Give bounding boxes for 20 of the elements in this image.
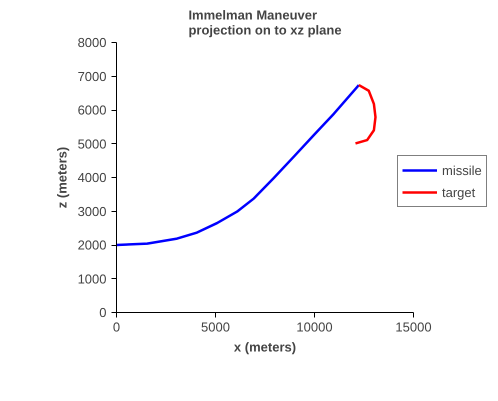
y-tick-label: 0 — [99, 305, 107, 320]
y-tick-label: 8000 — [78, 35, 106, 50]
x-tick-label: 10000 — [296, 320, 333, 334]
y-tick-label: 5000 — [78, 136, 106, 152]
y-tick-label: 6000 — [78, 102, 106, 118]
y-axis-title: z (meters) — [54, 146, 70, 208]
line-series — [116, 84, 360, 246]
x-tick-label: 0 — [112, 320, 120, 334]
x-tick-label: 15000 — [395, 320, 432, 334]
legend-label: target — [442, 184, 476, 200]
chart-title: Immelman Maneuver projection on to xz plane — [188, 8, 342, 38]
y-tick-label: 3000 — [78, 204, 106, 219]
y-tick-label: 7000 — [78, 68, 106, 84]
y-tick-label: 1000 — [78, 271, 106, 286]
y-tick-label: 2000 — [78, 238, 106, 252]
legend-label: missile — [442, 162, 482, 178]
line-series — [354, 84, 377, 145]
x-axis-title: x (meters) — [234, 340, 296, 354]
y-tick-label: 4000 — [78, 170, 106, 185]
x-tick-label: 5000 — [201, 320, 230, 334]
